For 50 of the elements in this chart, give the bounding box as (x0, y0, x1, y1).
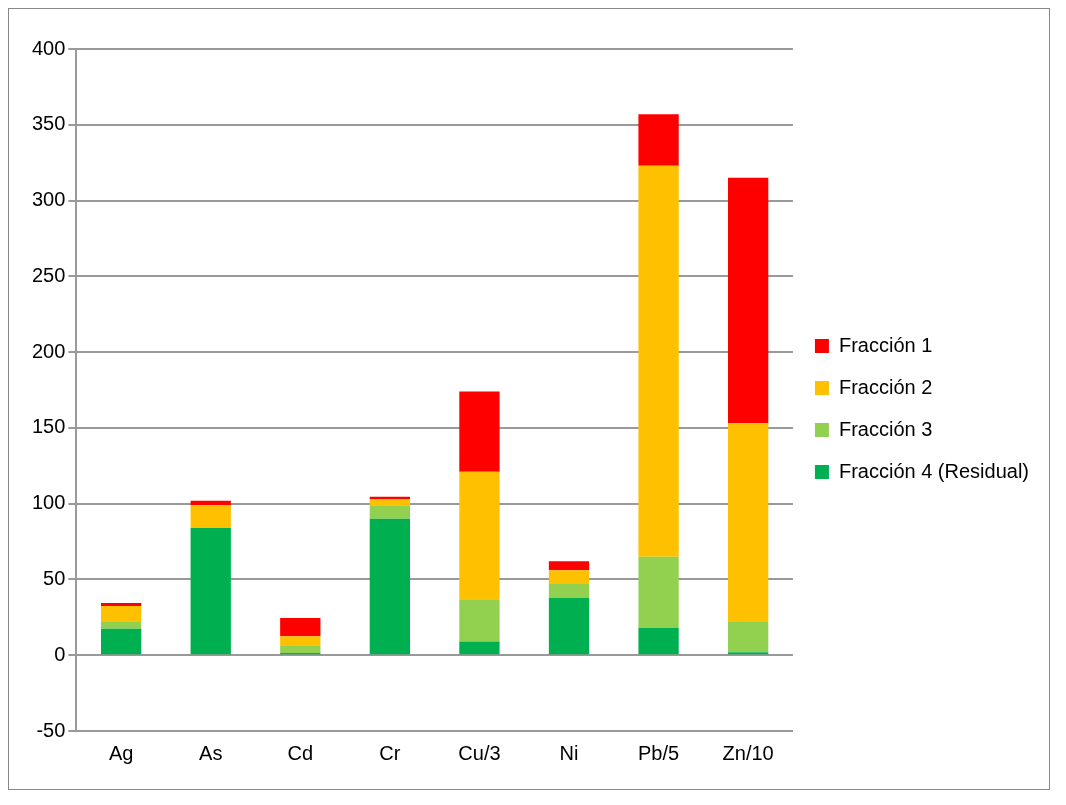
bar (638, 556, 679, 628)
y-tick-label: 150 (31, 415, 66, 438)
y-tick-label: 250 (31, 263, 66, 286)
x-tick-label: As (199, 741, 223, 764)
bar (101, 605, 142, 622)
bar (727, 621, 769, 653)
x-tick-label: Ni (559, 741, 579, 764)
y-tick-label: 0 (54, 642, 66, 665)
x-tick-label: Zn/10 (722, 741, 774, 764)
legend-label: Fracción 1 (838, 333, 933, 356)
y-tick-label: 350 (31, 112, 66, 135)
y-tick-label: 400 (31, 36, 66, 59)
bar (280, 645, 321, 653)
y-tick-label: 300 (31, 188, 66, 211)
bar (638, 627, 679, 655)
x-tick-label: Cu/3 (458, 741, 501, 764)
bar (280, 618, 321, 637)
legend-label: Fracción 4 (Residual) (838, 459, 1030, 482)
bar (190, 505, 231, 528)
bar (548, 570, 590, 584)
bar (369, 505, 411, 519)
bar (459, 391, 500, 472)
bar (459, 599, 500, 642)
legend-label: Fracción 3 (838, 417, 933, 440)
y-tick-label: -50 (36, 718, 66, 741)
bar (459, 471, 500, 600)
bar (548, 597, 590, 655)
x-tick-label: Cr (379, 741, 401, 764)
bar (548, 583, 590, 598)
bar (101, 628, 142, 655)
x-tick-label: Ag (108, 741, 134, 764)
bar (190, 527, 231, 655)
y-tick-label: 50 (43, 566, 66, 589)
bar (369, 518, 411, 655)
bar (727, 652, 769, 655)
bar (101, 602, 142, 606)
bar (638, 114, 679, 166)
y-tick-label: 100 (31, 491, 66, 514)
bar (101, 621, 142, 629)
bar (369, 499, 411, 506)
legend-label: Fracción 2 (838, 375, 933, 398)
x-tick-label: Cd (287, 741, 314, 764)
bar (459, 641, 500, 655)
bar (548, 561, 590, 571)
bar (727, 177, 769, 424)
y-tick-label: 200 (31, 339, 66, 362)
bar (280, 636, 321, 646)
bar (638, 165, 679, 557)
x-tick-label: Pb/5 (638, 741, 680, 764)
bar (727, 423, 769, 622)
